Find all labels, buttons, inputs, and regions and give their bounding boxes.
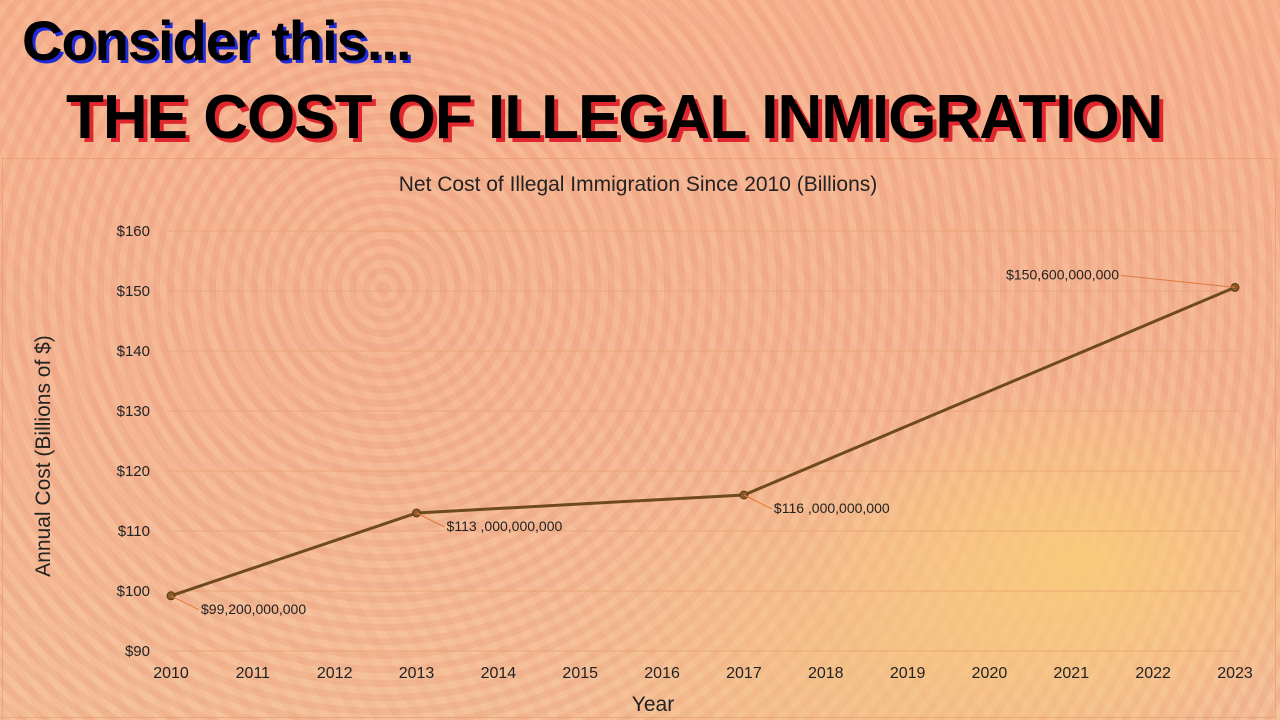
y-tick-label: $90 (125, 643, 150, 660)
x-tick-label: 2010 (153, 665, 189, 682)
x-tick-label: 2022 (1135, 665, 1171, 682)
x-tick-label: 2018 (808, 665, 844, 682)
y-axis-label: Annual Cost (Billions of $) (32, 335, 55, 577)
data-label: $116 ,000,000,000 (774, 500, 890, 516)
y-tick-label: $140 (117, 343, 150, 360)
heading-consider-this: Consider this... (22, 9, 411, 72)
chart-frame (2, 158, 1276, 718)
series-cost (166, 282, 1240, 601)
data-label: $150,600,000,000 (1006, 266, 1119, 282)
y-tick-label: $110 (118, 523, 150, 540)
y-axis-ticks: $90 $100 $110 $120 $130 $140 $150 $160 (117, 223, 150, 660)
data-label-leader (170, 595, 200, 611)
y-tick-label: $100 (117, 583, 150, 600)
data-label-leader (743, 494, 773, 510)
x-tick-label: 2016 (644, 665, 680, 682)
chart-title: Net Cost of Illegal Immigration Since 20… (399, 173, 878, 196)
x-axis-ticks: 2010 2011 2012 2013 2014 2015 2016 2017 2018 2019… (153, 665, 1253, 682)
y-tick-label: $160 (117, 223, 150, 240)
data-label: $113 ,000,000,000 (447, 518, 563, 534)
y-tick-label: $130 (117, 403, 150, 420)
x-tick-label: 2013 (399, 665, 435, 682)
x-axis-label: Year (632, 693, 674, 716)
y-tick-label: $120 (117, 463, 150, 480)
gridlines (167, 230, 1241, 652)
x-tick-label: 2011 (236, 665, 271, 682)
x-tick-label: 2015 (562, 665, 598, 682)
x-tick-label: 2012 (317, 665, 353, 682)
x-tick-label: 2019 (890, 665, 926, 682)
x-tick-label: 2020 (972, 665, 1008, 682)
x-tick-label: 2017 (726, 665, 762, 682)
heading-cost-of-illegal-immigration: THE COST OF ILLEGAL INMIGRATION (66, 83, 1163, 152)
y-tick-label: $150 (117, 283, 150, 300)
x-tick-label: 2014 (481, 665, 517, 682)
data-label: $99,200,000,000 (201, 601, 306, 617)
x-tick-label: 2023 (1217, 665, 1253, 682)
series-line (170, 286, 1236, 598)
data-label-leader (416, 512, 445, 528)
x-tick-label: 2021 (1054, 665, 1090, 682)
data-labels: $99,200,000,000 $113 ,000,000,000 $116 ,00… (170, 266, 1236, 617)
data-label-leader (1120, 274, 1236, 288)
